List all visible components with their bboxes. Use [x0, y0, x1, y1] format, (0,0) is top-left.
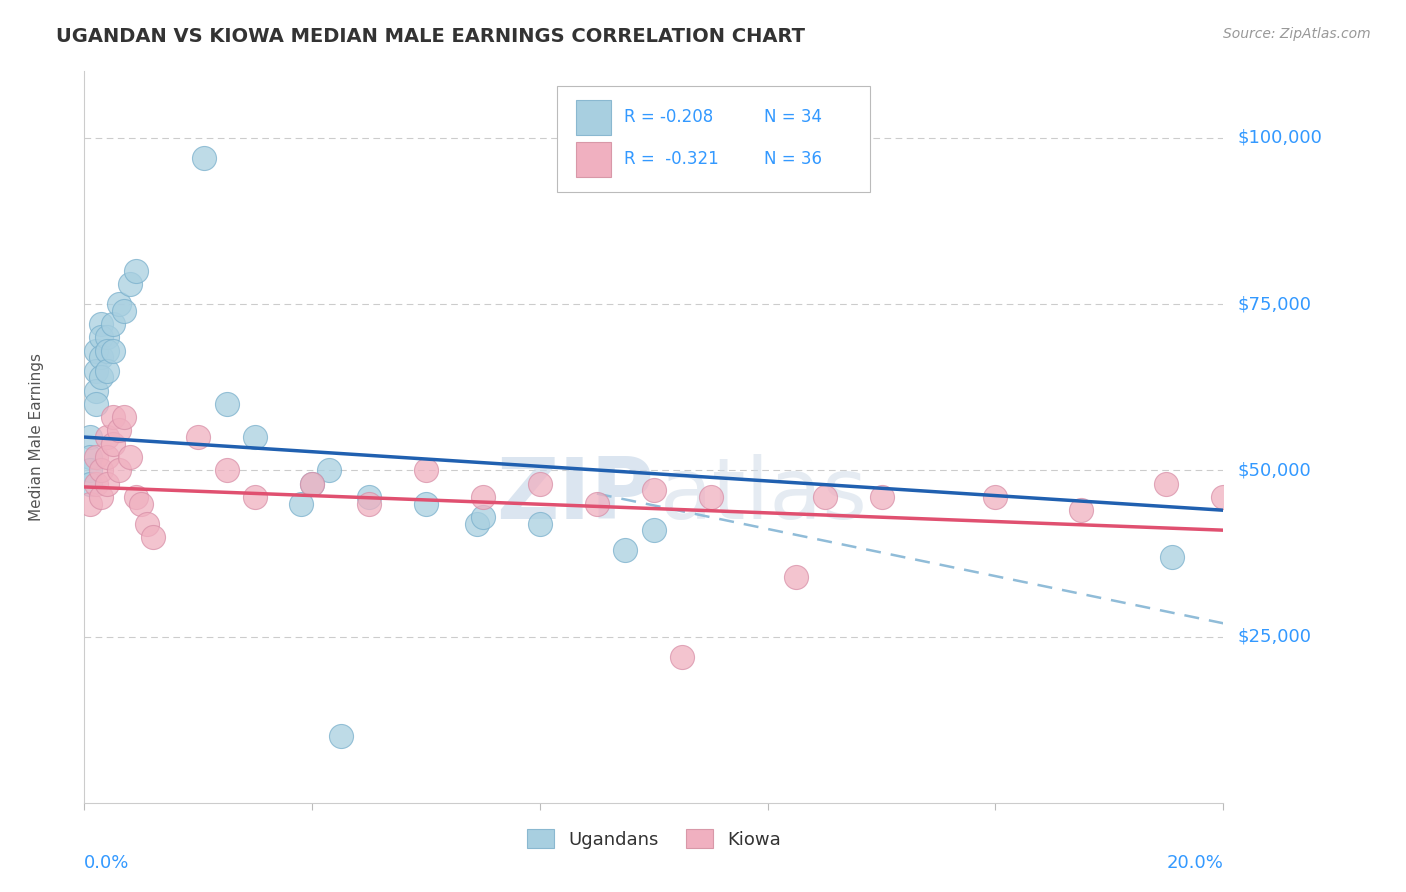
Point — [107, 463, 129, 477]
Text: 0.0%: 0.0% — [84, 854, 129, 872]
Point — [112, 303, 135, 318]
Text: Median Male Earnings: Median Male Earnings — [30, 353, 44, 521]
Point — [193, 151, 215, 165]
Point — [1156, 476, 1178, 491]
Point — [96, 343, 118, 358]
Point — [112, 410, 135, 425]
Point — [290, 497, 312, 511]
Text: atlas: atlas — [659, 454, 868, 537]
Point — [245, 430, 267, 444]
Point — [1161, 549, 1184, 564]
FancyBboxPatch shape — [576, 100, 610, 135]
Point — [79, 430, 101, 444]
Point — [96, 363, 118, 377]
Point — [643, 523, 665, 537]
Point — [142, 530, 165, 544]
Point — [136, 516, 159, 531]
Point — [90, 330, 112, 344]
Point — [101, 317, 124, 331]
Point — [671, 649, 693, 664]
Point — [96, 450, 118, 464]
Text: N = 34: N = 34 — [765, 109, 823, 127]
Point — [124, 264, 146, 278]
Point — [84, 397, 107, 411]
Point — [415, 497, 437, 511]
Point — [79, 463, 101, 477]
Point — [245, 490, 267, 504]
Point — [131, 497, 153, 511]
Text: N = 36: N = 36 — [765, 150, 823, 168]
Point — [215, 463, 238, 477]
Point — [984, 490, 1007, 504]
FancyBboxPatch shape — [576, 142, 610, 177]
Point — [84, 343, 107, 358]
Point — [614, 543, 637, 558]
Point — [215, 397, 238, 411]
Point — [472, 509, 495, 524]
Point — [84, 384, 107, 398]
Text: $25,000: $25,000 — [1237, 628, 1312, 646]
Point — [101, 343, 124, 358]
Point — [101, 410, 124, 425]
Text: ZIP: ZIP — [496, 454, 654, 537]
Point — [90, 370, 112, 384]
Point — [643, 483, 665, 498]
Text: $100,000: $100,000 — [1237, 128, 1322, 147]
Text: $75,000: $75,000 — [1237, 295, 1312, 313]
Point — [1070, 503, 1092, 517]
Point — [700, 490, 723, 504]
Point — [96, 476, 118, 491]
Point — [415, 463, 437, 477]
FancyBboxPatch shape — [557, 86, 870, 192]
Point — [301, 476, 323, 491]
Legend: Ugandans, Kiowa: Ugandans, Kiowa — [519, 822, 789, 856]
Point — [1212, 490, 1234, 504]
Text: $50,000: $50,000 — [1237, 461, 1310, 479]
Point — [329, 729, 352, 743]
Point — [90, 490, 112, 504]
Point — [90, 317, 112, 331]
Point — [118, 450, 141, 464]
Point — [529, 476, 551, 491]
Point — [318, 463, 340, 477]
Point — [107, 297, 129, 311]
Point — [124, 490, 146, 504]
Text: UGANDAN VS KIOWA MEDIAN MALE EARNINGS CORRELATION CHART: UGANDAN VS KIOWA MEDIAN MALE EARNINGS CO… — [56, 27, 806, 45]
Point — [84, 476, 107, 491]
Text: 20.0%: 20.0% — [1167, 854, 1223, 872]
Point — [84, 363, 107, 377]
Point — [84, 450, 107, 464]
Point — [187, 430, 209, 444]
Point — [301, 476, 323, 491]
Point — [90, 351, 112, 365]
Point — [586, 497, 609, 511]
Text: R =  -0.321: R = -0.321 — [624, 150, 718, 168]
Point — [359, 497, 381, 511]
Text: R = -0.208: R = -0.208 — [624, 109, 713, 127]
Point — [529, 516, 551, 531]
Text: Source: ZipAtlas.com: Source: ZipAtlas.com — [1223, 27, 1371, 41]
Point — [79, 476, 101, 491]
Point — [465, 516, 488, 531]
Point — [472, 490, 495, 504]
Point — [870, 490, 893, 504]
Point — [785, 570, 807, 584]
Point — [96, 430, 118, 444]
Point — [96, 330, 118, 344]
Point — [118, 277, 141, 292]
Point — [814, 490, 837, 504]
Point — [101, 436, 124, 450]
Point — [79, 450, 101, 464]
Point — [107, 424, 129, 438]
Point — [359, 490, 381, 504]
Point — [79, 497, 101, 511]
Point — [90, 463, 112, 477]
